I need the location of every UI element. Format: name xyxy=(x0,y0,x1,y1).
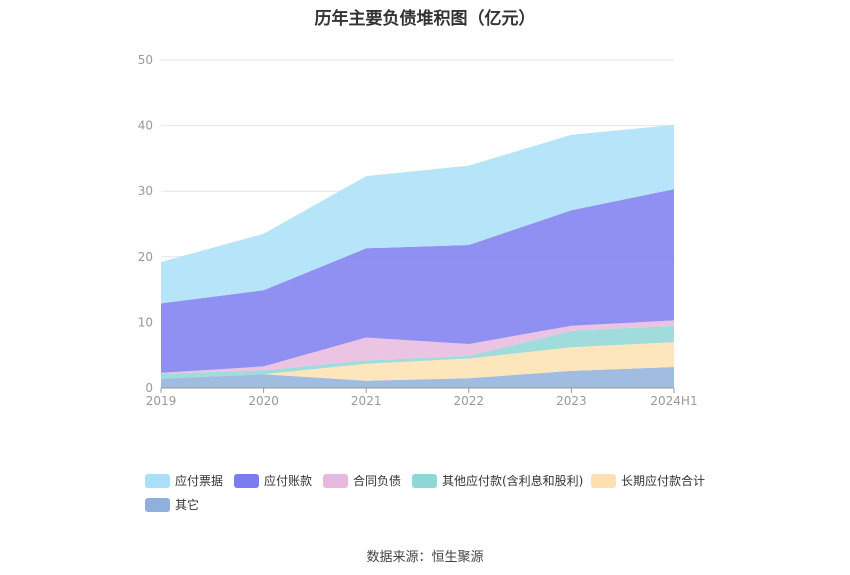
legend-item[interactable]: 其它 xyxy=(145,496,199,513)
x-tick-label: 2024H1 xyxy=(650,394,697,408)
legend-swatch xyxy=(145,497,170,512)
legend-swatch xyxy=(323,473,348,488)
legend-label: 长期应付款合计 xyxy=(621,474,706,488)
x-tick-label: 2021 xyxy=(351,394,382,408)
y-tick-label: 50 xyxy=(138,53,153,67)
x-tick-label: 2020 xyxy=(248,394,279,408)
area-应付票据 xyxy=(161,124,674,304)
y-tick-label: 0 xyxy=(145,381,153,395)
area-其他应付款(含利息和股利) xyxy=(161,325,674,379)
legend-label: 其它 xyxy=(175,498,200,512)
area-长期应付款合计 xyxy=(161,342,674,381)
legend-swatch xyxy=(412,473,437,488)
y-tick-label: 20 xyxy=(138,250,153,264)
legend-item[interactable]: 其他应付款(含利息和股利) xyxy=(412,472,583,489)
y-tick-label: 30 xyxy=(138,184,153,198)
legend-label: 其他应付款(含利息和股利) xyxy=(442,474,584,488)
area-series xyxy=(161,124,674,388)
legend-swatch xyxy=(591,473,616,488)
axes: 0 10 20 30 40 50 2019 2020 2021 2022 2023 2024H1 xyxy=(138,53,698,408)
x-tick-label: 2019 xyxy=(146,394,177,408)
x-tick-label: 2022 xyxy=(454,394,485,408)
area-应付账款 xyxy=(161,189,674,373)
x-tick-label: 2023 xyxy=(556,394,587,408)
chart-title: 历年主要负债堆积图（亿元） xyxy=(314,9,536,29)
legend-item[interactable]: 长期应付款合计 xyxy=(591,472,705,489)
area-其它 xyxy=(161,367,674,388)
legend-label: 合同负债 xyxy=(353,474,402,488)
legend-label: 应付票据 xyxy=(175,474,224,488)
area-合同负债 xyxy=(161,320,674,374)
legend-item[interactable]: 应付账款 xyxy=(234,472,312,489)
y-tick-label: 10 xyxy=(138,315,153,329)
legend-label: 应付账款 xyxy=(264,474,313,488)
legend-item[interactable]: 合同负债 xyxy=(323,472,401,489)
y-tick-label: 40 xyxy=(138,119,153,133)
legend-swatch xyxy=(145,473,170,488)
legend-swatch xyxy=(234,473,259,488)
legend-item[interactable]: 应付票据 xyxy=(145,472,223,489)
stacked-area-chart: 0 10 20 30 40 50 2019 2020 2021 2022 2023 2024H1 xyxy=(138,53,698,408)
data-source-note: 数据来源：恒生聚源 xyxy=(366,550,484,565)
